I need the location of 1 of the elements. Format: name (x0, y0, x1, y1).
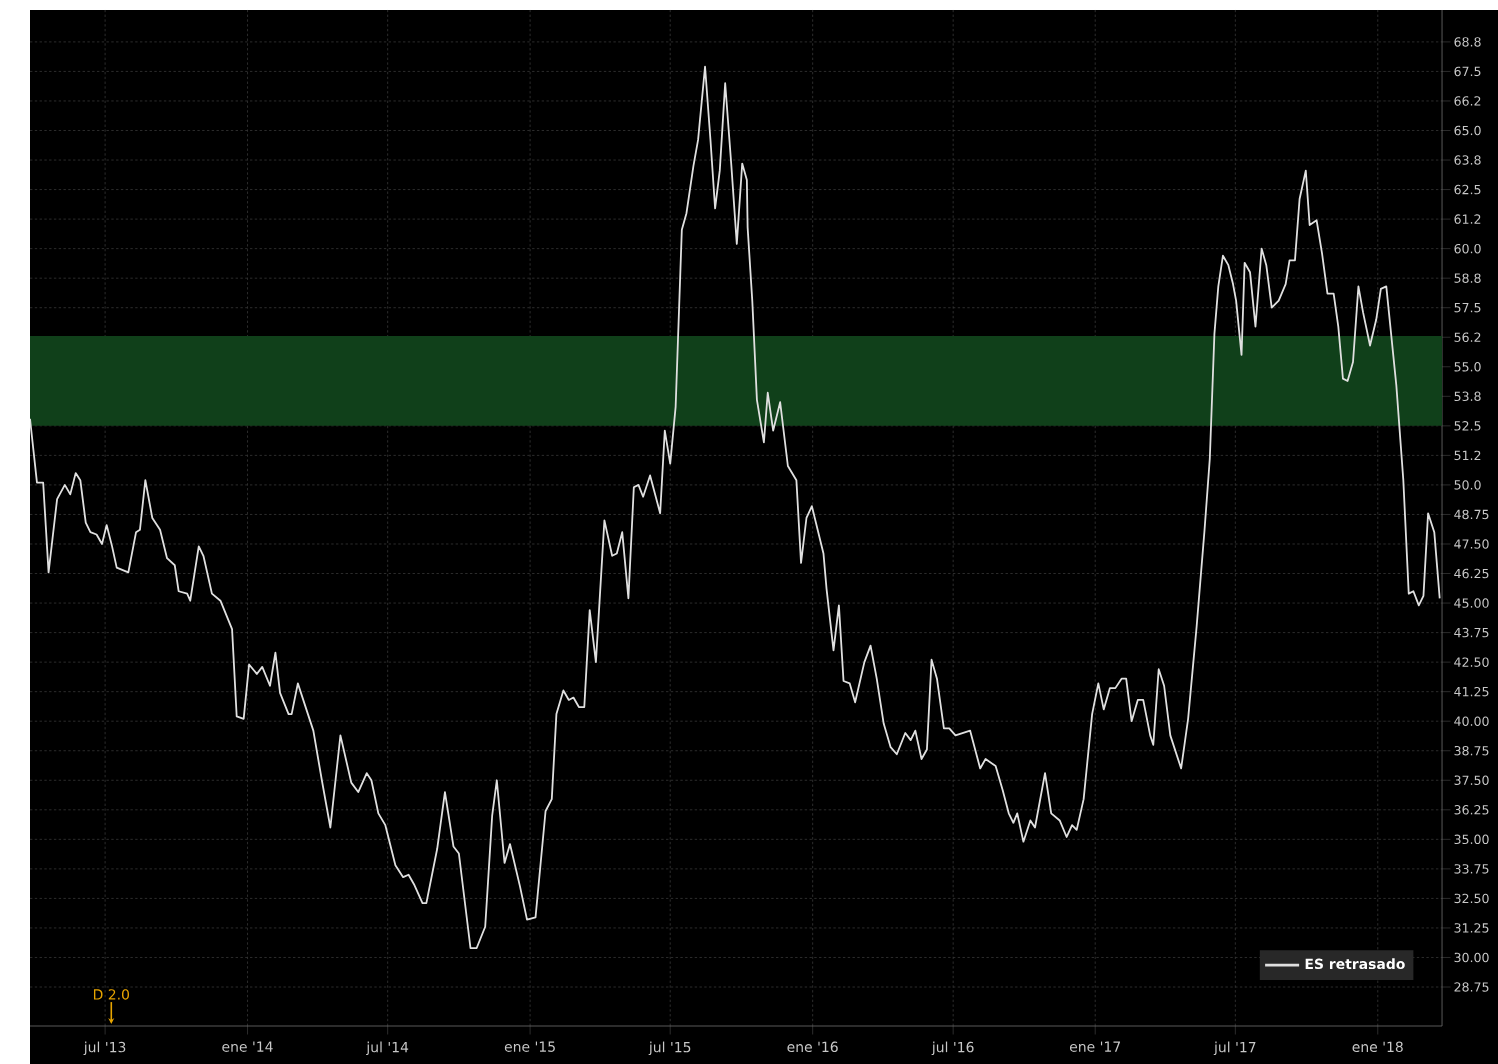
line-series (30, 65, 1441, 949)
